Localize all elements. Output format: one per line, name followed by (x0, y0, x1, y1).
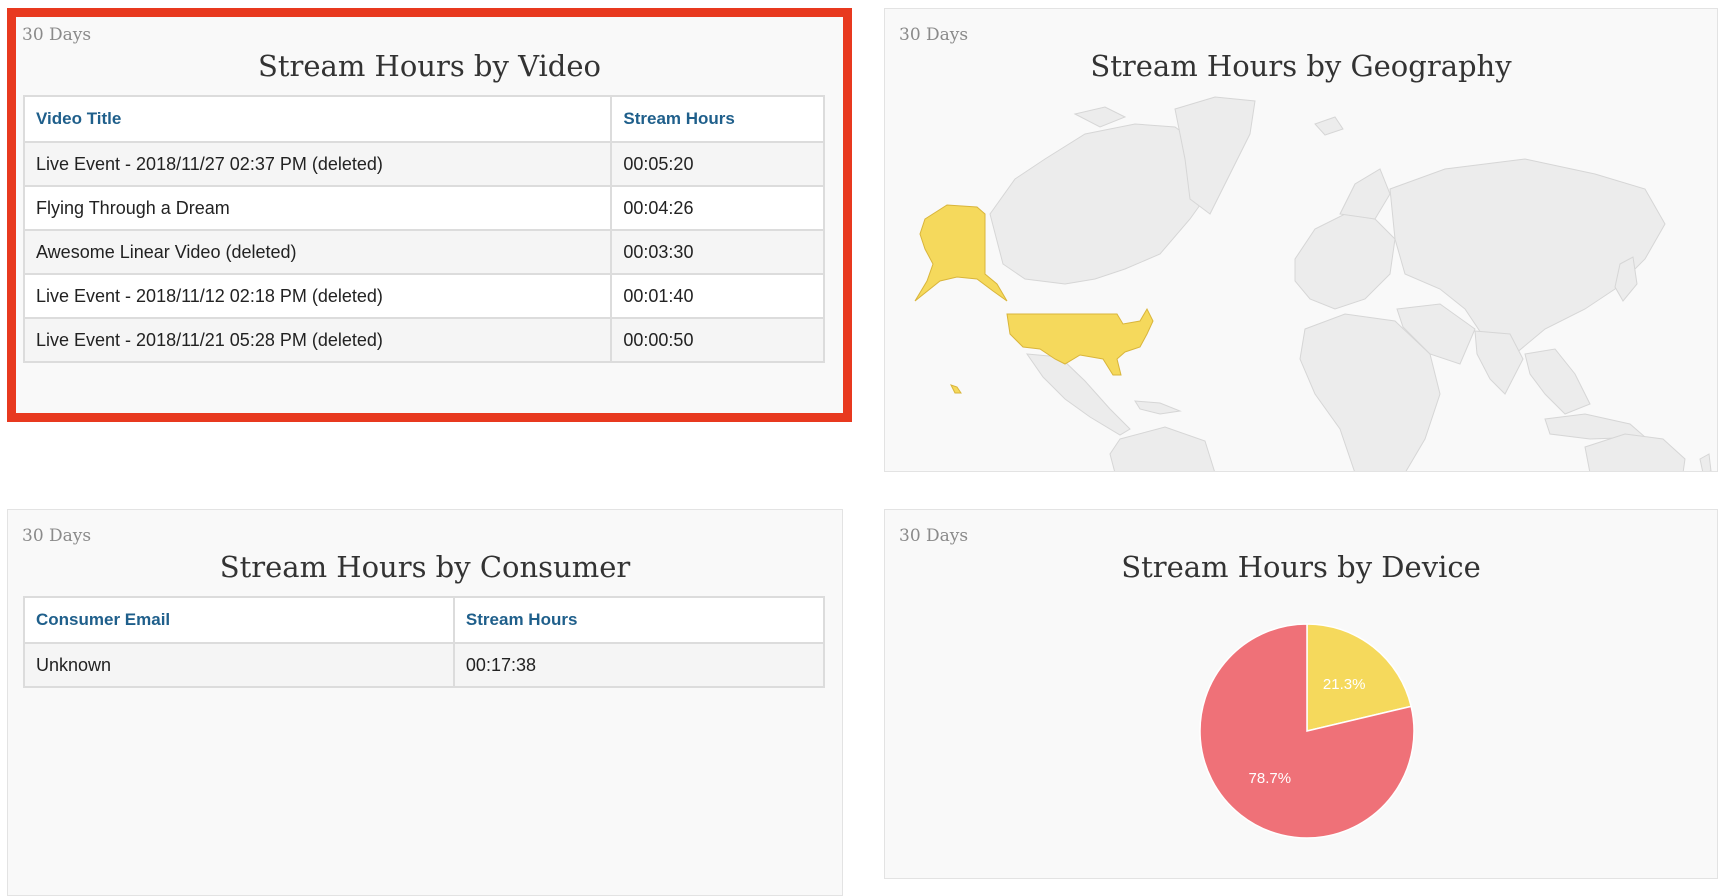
table-row: Flying Through a Dream 00:04:26 (22, 185, 825, 231)
pie-slice-label-0: 21.3% (1323, 676, 1366, 693)
device-panel-title: Stream Hours by Device (1121, 550, 1481, 584)
geography-panel-title: Stream Hours by Geography (1090, 49, 1512, 83)
map-region-greenland[interactable] (1174, 96, 1256, 215)
map-region-japan[interactable] (1614, 256, 1638, 302)
map-region-europe[interactable] (1294, 213, 1396, 310)
video-title-cell: Flying Through a Dream (22, 185, 613, 231)
stream-hours-cell: 00:17:38 (452, 642, 826, 688)
pie-slice-1[interactable] (1199, 623, 1415, 839)
map-region-middle-east[interactable] (1396, 303, 1476, 365)
stream-hours-cell: 00:05:20 (610, 141, 825, 187)
consumer-email-cell: Unknown (23, 642, 455, 688)
stream-hours-cell: 00:01:40 (610, 273, 825, 319)
map-region-africa[interactable] (1299, 313, 1441, 472)
consumer-email-column-header[interactable]: Consumer Email (23, 596, 455, 644)
geography-panel-period: 30 Days (899, 25, 969, 45)
map-region-svalbard[interactable] (1314, 116, 1344, 136)
stream-hours-cell: 00:00:50 (610, 317, 825, 363)
consumer-table-header: Consumer Email Stream Hours (23, 596, 826, 644)
map-region-india[interactable] (1474, 330, 1524, 395)
device-panel: 30 Days Stream Hours by Device 21.3% 78.7… (884, 509, 1718, 879)
table-row: Live Event - 2018/11/12 02:18 PM (delete… (22, 273, 825, 319)
video-title-cell: Live Event - 2018/11/27 02:37 PM (delete… (22, 141, 613, 187)
consumer-panel-period: 30 Days (22, 526, 92, 546)
map-region-south-america[interactable] (1109, 426, 1215, 472)
map-region-caribbean[interactable] (1134, 400, 1182, 415)
video-table: Video Title Stream Hours Live Event - 20… (22, 95, 825, 363)
device-pie-chart[interactable]: 21.3% 78.7% (885, 510, 1719, 880)
table-row: Live Event - 2018/11/27 02:37 PM (delete… (22, 141, 825, 187)
video-title-cell: Live Event - 2018/11/12 02:18 PM (delete… (22, 273, 613, 319)
video-panel-title: Stream Hours by Video (257, 49, 601, 83)
table-row: Live Event - 2018/11/21 05:28 PM (delete… (22, 317, 825, 363)
video-title-cell: Live Event - 2018/11/21 05:28 PM (delete… (22, 317, 613, 363)
stream-hours-column-header[interactable]: Stream Hours (610, 95, 825, 143)
stream-hours-cell: 00:03:30 (610, 229, 825, 275)
consumer-table: Consumer Email Stream Hours Unknown 00:1… (23, 596, 826, 688)
map-region-arctic-islands[interactable] (1073, 106, 1127, 128)
table-row: Unknown 00:17:38 (23, 642, 826, 688)
table-row: Awesome Linear Video (deleted) 00:03:30 (22, 229, 825, 275)
map-region-united-states[interactable] (1006, 307, 1154, 376)
map-region-canada[interactable] (989, 123, 1216, 285)
map-region-mexico[interactable] (1025, 353, 1131, 436)
map-region-hawaii[interactable] (950, 384, 962, 394)
device-panel-period: 30 Days (899, 526, 969, 546)
video-panel-period: 30 Days (22, 25, 92, 45)
consumer-panel: 30 Days Stream Hours by Consumer Consume… (7, 509, 843, 896)
map-region-southeast-asia[interactable] (1524, 348, 1591, 415)
consumer-panel-title: Stream Hours by Consumer (219, 550, 631, 584)
geography-panel: 30 Days Stream Hours by Geography (884, 8, 1718, 472)
pie-slice-0[interactable] (1306, 623, 1413, 732)
stream-hours-column-header[interactable]: Stream Hours (452, 596, 826, 644)
map-region-asia[interactable] (1389, 158, 1666, 355)
world-map[interactable] (885, 9, 1718, 472)
video-title-cell: Awesome Linear Video (deleted) (22, 229, 613, 275)
pie-slice-label-1: 78.7% (1249, 770, 1292, 787)
stream-hours-cell: 00:04:26 (610, 185, 825, 231)
map-region-scandinavia[interactable] (1339, 168, 1391, 220)
map-region-new-zealand[interactable] (1699, 453, 1712, 472)
video-title-column-header[interactable]: Video Title (22, 95, 613, 143)
map-region-alaska[interactable] (914, 204, 1008, 302)
map-region-australia[interactable] (1584, 433, 1686, 472)
video-panel: 30 Days Stream Hours by Video Video Titl… (7, 8, 852, 422)
video-table-header: Video Title Stream Hours (22, 95, 825, 143)
